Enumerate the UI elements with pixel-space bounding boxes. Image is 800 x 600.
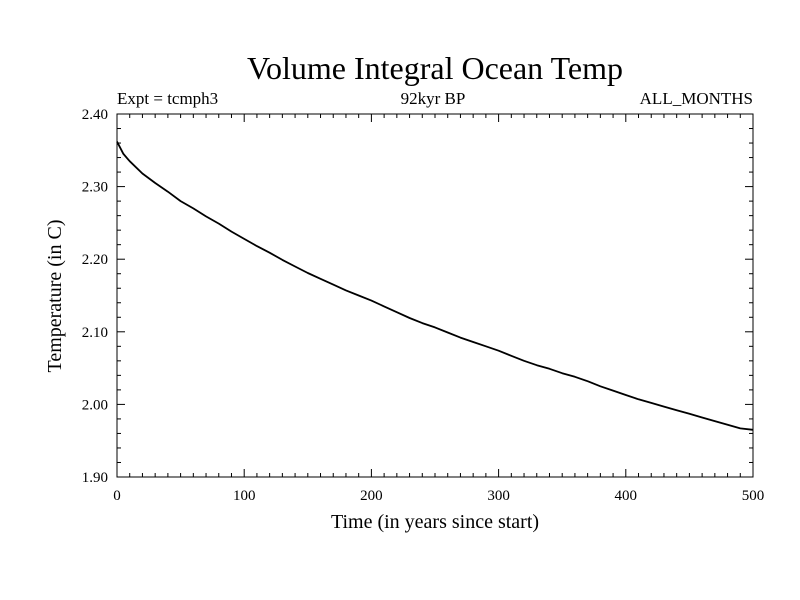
y-tick-label: 2.10 <box>82 325 108 341</box>
y-axis-label: Temperature (in C) <box>44 220 66 373</box>
axis-ticks <box>116 113 754 478</box>
subtitle-months: ALL_MONTHS <box>640 89 753 108</box>
y-tick-label: 2.00 <box>82 397 108 413</box>
y-tick-label: 2.20 <box>82 252 108 268</box>
series-line <box>116 141 754 431</box>
y-tick-label: 2.30 <box>82 180 108 196</box>
x-tick-labels: 0 100 200 300 400 500 <box>113 488 764 504</box>
x-tick-label: 200 <box>360 488 383 504</box>
y-tick-label: 1.90 <box>82 470 108 486</box>
subtitle-period: 92kyr BP <box>401 89 466 108</box>
y-tick-label: 2.40 <box>82 107 108 123</box>
y-tick-labels: 1.90 2.00 2.10 2.20 2.30 2.40 <box>82 107 108 486</box>
x-tick-label: 100 <box>233 488 256 504</box>
x-tick-label: 500 <box>742 488 765 504</box>
chart-title: Volume Integral Ocean Temp <box>247 50 623 86</box>
x-tick-label: 400 <box>615 488 638 504</box>
x-tick-label: 0 <box>113 488 121 504</box>
plot-frame <box>116 113 754 478</box>
subtitle-experiment: Expt = tcmph3 <box>117 89 218 108</box>
x-axis-label: Time (in years since start) <box>331 511 539 533</box>
x-tick-label: 300 <box>487 488 510 504</box>
